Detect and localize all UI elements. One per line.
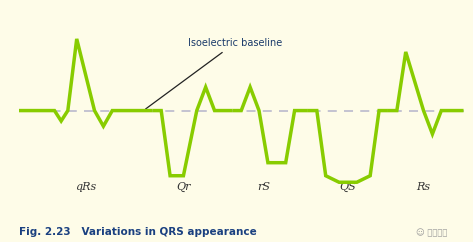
Text: Qr: Qr [176, 182, 191, 192]
Text: Fig. 2.23   Variations in QRS appearance: Fig. 2.23 Variations in QRS appearance [19, 227, 257, 237]
Text: Rs: Rs [416, 182, 430, 192]
Text: QS: QS [340, 182, 356, 192]
Text: qRs: qRs [75, 182, 96, 192]
Text: Isoelectric baseline: Isoelectric baseline [146, 38, 282, 109]
Text: rS: rS [257, 182, 270, 192]
Text: ☺ 医学点滴: ☺ 医学点滴 [416, 228, 447, 237]
